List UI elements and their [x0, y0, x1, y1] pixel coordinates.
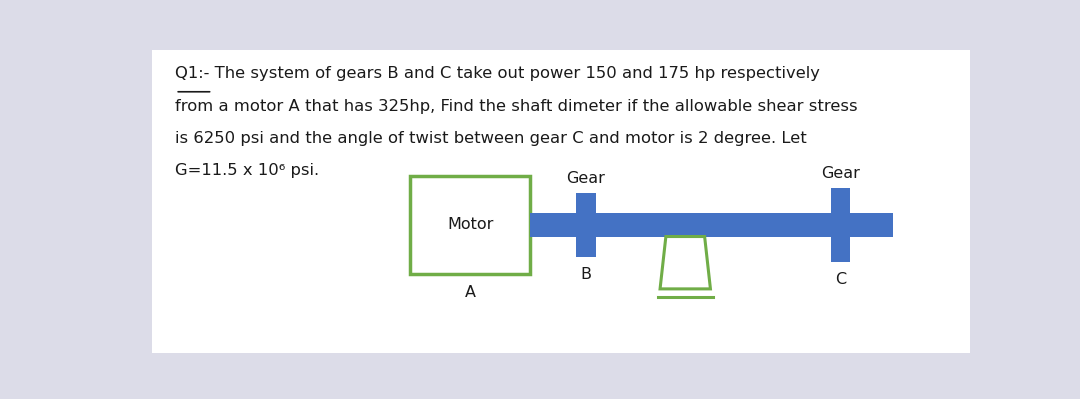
Text: from a motor A that has 325hp, Find the shaft dimeter if the allowable shear str: from a motor A that has 325hp, Find the … [175, 99, 858, 114]
Text: is 6250 psi and the angle of twist between gear C and motor is 2 degree. Let: is 6250 psi and the angle of twist betwe… [175, 131, 807, 146]
Text: A: A [464, 285, 475, 300]
Text: C: C [835, 273, 846, 287]
Bar [858, 213, 892, 237]
Bar [530, 213, 875, 237]
Text: G=11.5 x 10⁶ psi.: G=11.5 x 10⁶ psi. [175, 163, 320, 178]
Bar [577, 194, 596, 257]
Text: Gear: Gear [567, 171, 606, 186]
Text: Motor: Motor [447, 217, 494, 233]
Text: B: B [581, 267, 592, 282]
Text: Gear: Gear [821, 166, 860, 181]
Bar [831, 188, 850, 262]
Text: Q1:- The system of gears B and C take out power 150 and 175 hp respectively: Q1:- The system of gears B and C take ou… [175, 66, 821, 81]
Bar [410, 176, 530, 274]
Polygon shape [660, 237, 711, 289]
